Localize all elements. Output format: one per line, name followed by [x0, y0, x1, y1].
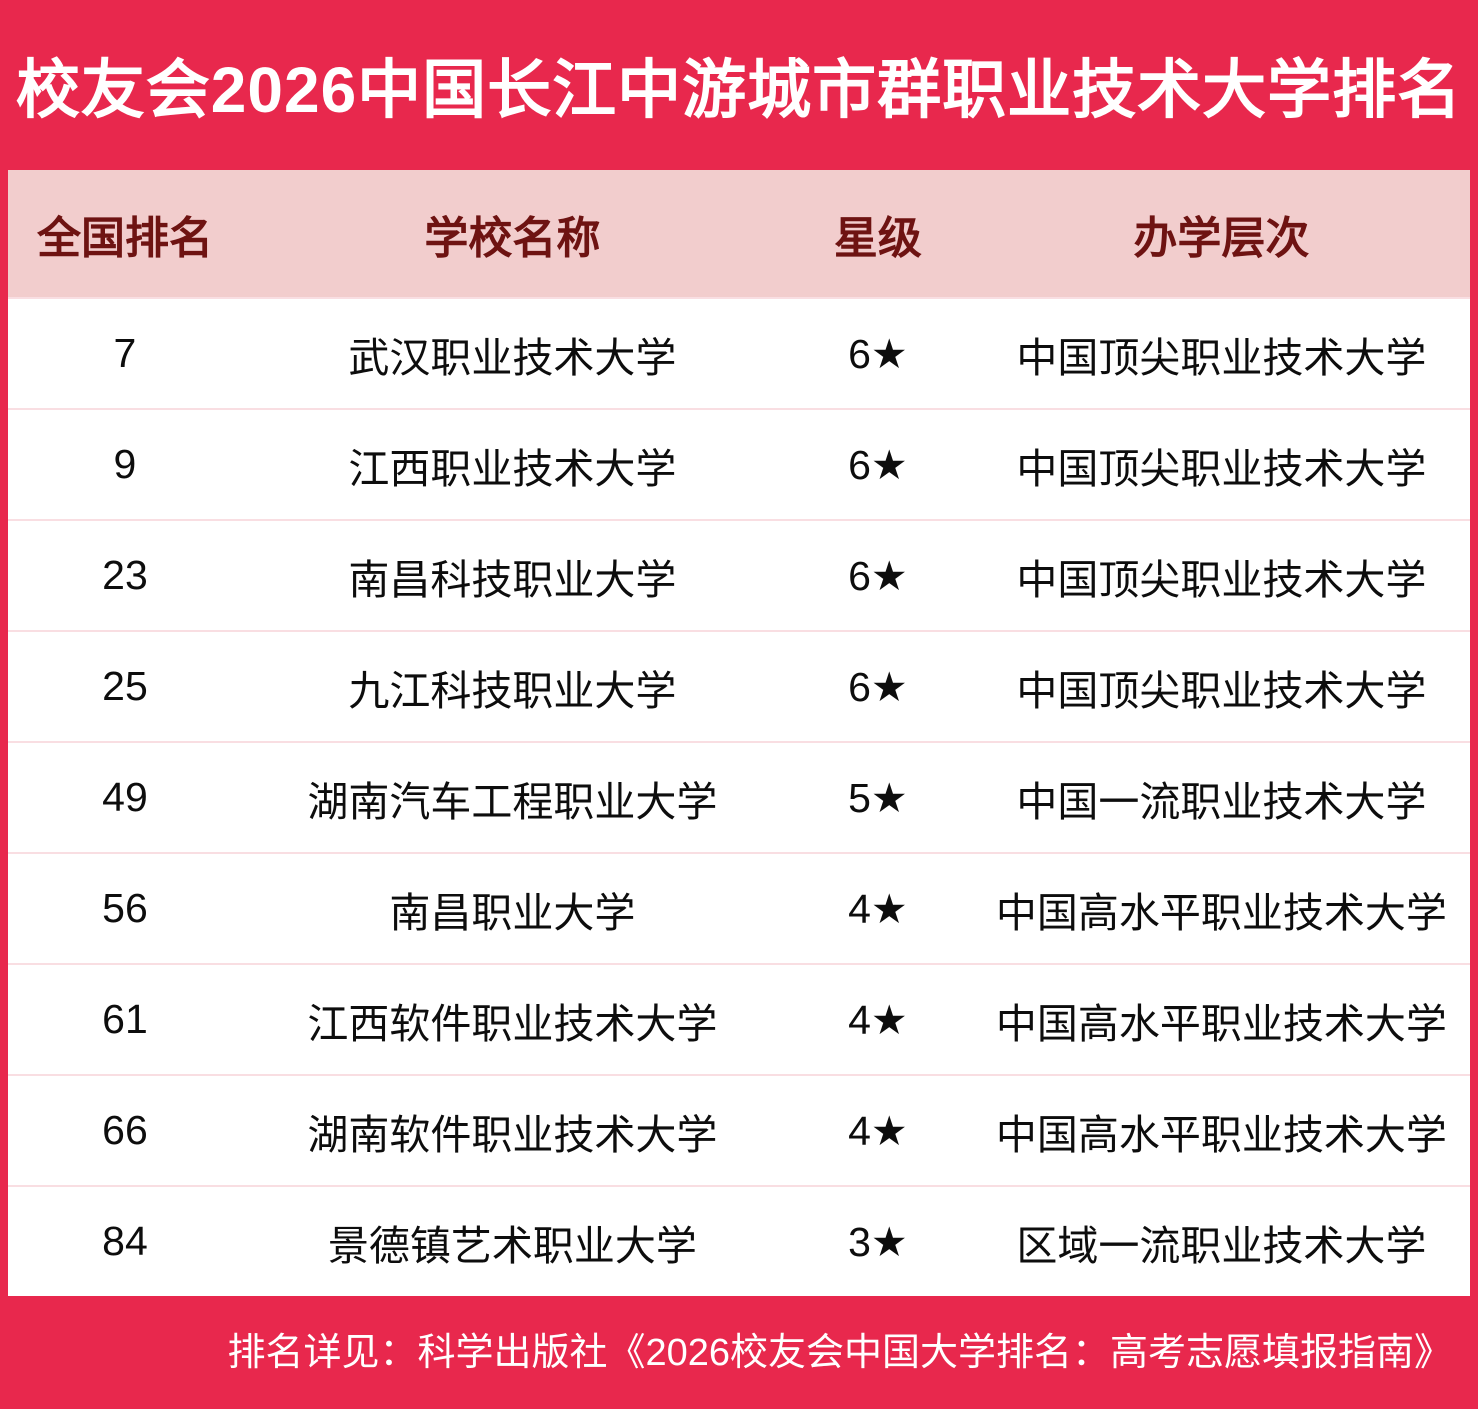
- rank-cell: 61: [102, 996, 148, 1042]
- school-cell: 湖南软件职业技术大学: [307, 1111, 718, 1158]
- level-cell: 中国高水平职业技术大学: [995, 889, 1447, 936]
- school-cell: 南昌职业大学: [389, 889, 636, 936]
- level-cell: 中国高水平职业技术大学: [995, 1111, 1447, 1158]
- rank-cell: 23: [102, 552, 148, 598]
- table-row: 7 武汉职业技术大学 6★ 中国顶尖职业技术大学: [8, 297, 1470, 408]
- stars-cell: 6★: [848, 663, 908, 710]
- rank-cell: 56: [102, 885, 148, 931]
- column-header-level: 办学层次: [1133, 213, 1310, 263]
- rank-cell: 66: [102, 1107, 148, 1153]
- table-row: 84 景德镇艺术职业大学 3★ 区域一流职业技术大学: [8, 1185, 1470, 1296]
- stars-cell: 4★: [848, 1107, 908, 1154]
- level-cell: 区域一流职业技术大学: [1016, 1222, 1427, 1269]
- ranking-table: 全国排名 学校名称 星级 办学层次 7 武汉职业技术大学 6★ 中国顶尖职业技术…: [8, 170, 1470, 1296]
- stars-cell: 6★: [848, 552, 908, 599]
- level-cell: 中国顶尖职业技术大学: [1016, 445, 1427, 492]
- table-row: 25 九江科技职业大学 6★ 中国顶尖职业技术大学: [8, 630, 1470, 741]
- table-row: 66 湖南软件职业技术大学 4★ 中国高水平职业技术大学: [8, 1074, 1470, 1185]
- table-header-row: 全国排名 学校名称 星级 办学层次: [8, 170, 1470, 297]
- school-cell: 南昌科技职业大学: [348, 556, 677, 603]
- column-header-school: 学校名称: [424, 213, 601, 263]
- page-title: 校友会2026中国长江中游城市群职业技术大学排名: [15, 54, 1463, 126]
- stars-cell: 3★: [848, 1218, 908, 1265]
- stars-cell: 6★: [848, 330, 908, 377]
- footer-source-note: 排名详见：科学出版社《2026校友会中国大学排名：高考志愿填报指南》: [227, 1332, 1452, 1374]
- school-cell: 武汉职业技术大学: [348, 334, 677, 381]
- stars-cell: 6★: [848, 441, 908, 488]
- rank-cell: 49: [102, 774, 148, 820]
- level-cell: 中国顶尖职业技术大学: [1016, 334, 1427, 381]
- rank-cell: 25: [102, 663, 148, 709]
- level-cell: 中国一流职业技术大学: [1016, 778, 1427, 825]
- school-cell: 九江科技职业大学: [348, 667, 677, 714]
- table-row: 56 南昌职业大学 4★ 中国高水平职业技术大学: [8, 852, 1470, 963]
- table-row: 9 江西职业技术大学 6★ 中国顶尖职业技术大学: [8, 408, 1470, 519]
- school-cell: 湖南汽车工程职业大学: [307, 778, 718, 825]
- school-cell: 江西职业技术大学: [348, 445, 677, 492]
- rank-cell: 9: [113, 441, 137, 487]
- column-header-stars: 星级: [833, 213, 922, 263]
- school-cell: 江西软件职业技术大学: [307, 1000, 718, 1047]
- table-row: 49 湖南汽车工程职业大学 5★ 中国一流职业技术大学: [8, 741, 1470, 852]
- table-row: 61 江西软件职业技术大学 4★ 中国高水平职业技术大学: [8, 963, 1470, 1074]
- level-cell: 中国顶尖职业技术大学: [1016, 556, 1427, 603]
- level-cell: 中国高水平职业技术大学: [995, 1000, 1447, 1047]
- stars-cell: 4★: [848, 885, 908, 932]
- table-row: 23 南昌科技职业大学 6★ 中国顶尖职业技术大学: [8, 519, 1470, 630]
- level-cell: 中国顶尖职业技术大学: [1016, 667, 1427, 714]
- school-cell: 景德镇艺术职业大学: [327, 1222, 697, 1269]
- stars-cell: 4★: [848, 996, 908, 1043]
- rank-cell: 7: [113, 330, 137, 376]
- stars-cell: 5★: [848, 774, 908, 821]
- column-header-rank: 全国排名: [36, 213, 213, 263]
- rank-cell: 84: [102, 1218, 148, 1264]
